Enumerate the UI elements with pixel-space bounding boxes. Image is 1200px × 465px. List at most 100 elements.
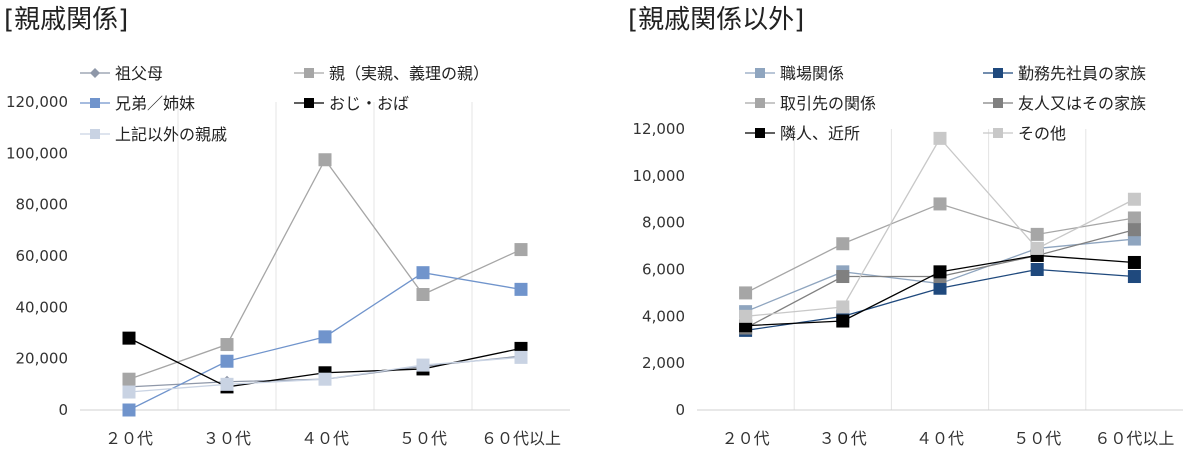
x-tick-label: ２０代: [105, 429, 153, 448]
x-tick-label: ５０代: [399, 429, 447, 448]
data-point: [416, 358, 430, 372]
legend-label: 祖父母: [115, 64, 163, 83]
x-tick-label: ６０代以上: [481, 429, 561, 448]
chart-2: [親戚関係以外] 0 2,000 4,000 6,000 8,000 10,000 12,00…: [628, 5, 1183, 448]
x-tick-label: ４０代: [301, 429, 349, 448]
series-4: [739, 223, 1141, 335]
data-point: [416, 266, 430, 280]
legend-label: おじ・おば: [329, 94, 409, 113]
data-point: [122, 331, 136, 345]
data-point: [836, 270, 850, 284]
data-point: [933, 265, 947, 279]
chart-1: [親戚関係] 0 20,000 40,000 60,000 80,000 100,000 12…: [4, 5, 570, 448]
data-point: [514, 282, 528, 296]
legend-entry: 職場関係: [745, 64, 844, 83]
legend-entry: 隣人、近所: [745, 124, 860, 143]
legend-marker: [755, 98, 765, 108]
data-point: [122, 372, 136, 386]
data-point: [416, 288, 430, 301]
data-point: [1127, 223, 1141, 237]
y-tick-label: 80,000: [16, 196, 69, 214]
legend-label: その他: [1018, 124, 1066, 143]
legend-entry: 取引先の関係: [745, 94, 876, 113]
legend-entry: 親（実親、義理の親）: [294, 64, 489, 83]
legend-entry: 兄弟／姉妹: [80, 94, 195, 113]
series-3: [739, 197, 1141, 300]
legend-marker: [993, 128, 1003, 138]
chart-title: [親戚関係]: [4, 5, 128, 35]
x-tick-label: ２０代: [722, 429, 770, 448]
legend-marker: [90, 129, 100, 139]
legend-entry: おじ・おば: [294, 94, 409, 113]
y-tick-label: 8,000: [642, 214, 685, 232]
legend-entry: 祖父母: [80, 64, 163, 83]
data-point: [1030, 241, 1044, 255]
y-tick-label: 6,000: [642, 261, 685, 279]
data-point: [318, 153, 332, 167]
legend-marker: [90, 98, 100, 108]
series-line: [128, 158, 522, 380]
legend-marker: [90, 68, 100, 78]
series-5: [122, 350, 528, 399]
data-point: [739, 286, 753, 300]
data-point: [318, 372, 332, 386]
y-tick-label: 0: [675, 401, 685, 419]
legend-marker: [304, 68, 314, 78]
y-tick-label: 2,000: [642, 354, 685, 372]
chart-title: [親戚関係以外]: [628, 5, 804, 35]
legend-marker: [993, 98, 1003, 108]
data-point: [836, 237, 850, 251]
data-point: [514, 350, 528, 364]
data-point: [1127, 211, 1141, 225]
y-tick-label: 0: [58, 401, 68, 419]
data-point: [514, 243, 528, 257]
legend-marker: [755, 128, 765, 138]
data-point: [220, 377, 234, 391]
legend-entry: 上記以外の親戚: [80, 125, 227, 144]
legend-entry: その他: [983, 124, 1066, 143]
data-point: [1127, 255, 1141, 269]
legend-label: 上記以外の親戚: [115, 125, 227, 144]
series-2: [122, 153, 528, 386]
y-tick-label: 100,000: [6, 144, 68, 162]
data-point: [1127, 270, 1141, 284]
y-tick-label: 40,000: [16, 298, 69, 316]
x-tick-label: ３０代: [819, 429, 867, 448]
y-tick-label: 60,000: [16, 247, 69, 265]
data-point: [122, 403, 136, 417]
data-point: [933, 197, 947, 211]
legend-entry: 友人又はその家族: [983, 94, 1146, 113]
data-point: [1030, 227, 1044, 241]
series-3: [122, 266, 528, 417]
data-point: [836, 314, 850, 328]
legend-marker: [755, 68, 765, 78]
y-tick-label: 12,000: [633, 120, 686, 138]
data-point: [1127, 192, 1141, 206]
data-point: [836, 300, 850, 314]
legend-label: 職場関係: [780, 64, 844, 83]
data-point: [220, 338, 234, 352]
legend-marker: [993, 68, 1003, 78]
series-6: [739, 131, 1141, 323]
legend-label: 勤務先社員の家族: [1018, 64, 1146, 83]
data-point: [739, 309, 753, 323]
x-tick-label: ６０代以上: [1094, 429, 1174, 448]
x-tick-label: ５０代: [1013, 429, 1061, 448]
y-tick-label: 4,000: [642, 307, 685, 325]
legend-label: 親（実親、義理の親）: [329, 64, 489, 83]
x-tick-label: ４０代: [916, 429, 964, 448]
legend-label: 兄弟／姉妹: [115, 94, 195, 113]
data-point: [933, 281, 947, 295]
data-point: [318, 330, 332, 344]
legend-label: 取引先の関係: [780, 94, 876, 113]
x-tick-label: ３０代: [203, 429, 251, 448]
y-tick-label: 10,000: [633, 167, 686, 185]
legend-label: 隣人、近所: [780, 124, 860, 143]
legend-entry: 勤務先社員の家族: [983, 64, 1146, 83]
y-tick-label: 20,000: [16, 350, 69, 368]
y-tick-label: 120,000: [6, 93, 68, 111]
legend-label: 友人又はその家族: [1018, 94, 1146, 113]
data-point: [1030, 263, 1044, 276]
data-point: [933, 131, 947, 145]
